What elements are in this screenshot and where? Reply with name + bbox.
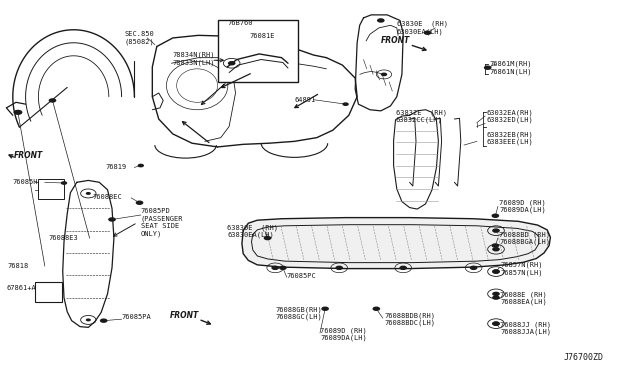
Text: 76861N(LH): 76861N(LH): [490, 68, 532, 75]
Circle shape: [492, 321, 500, 326]
Text: 76088BDB(RH): 76088BDB(RH): [384, 312, 435, 319]
Text: 63832ED(LH): 63832ED(LH): [486, 116, 533, 123]
Circle shape: [470, 266, 477, 270]
Text: 76088JJA(LH): 76088JJA(LH): [500, 328, 552, 335]
Text: 76088BGA(LH): 76088BGA(LH): [499, 238, 550, 245]
Text: SEC.850: SEC.850: [125, 31, 154, 37]
Circle shape: [271, 266, 279, 270]
Text: 76088BD (RH): 76088BD (RH): [499, 231, 550, 238]
Text: 63832CC(LH): 63832CC(LH): [396, 116, 442, 123]
Circle shape: [100, 318, 108, 323]
Circle shape: [279, 266, 287, 270]
Text: 76B760: 76B760: [227, 20, 253, 26]
Text: 63830EA(LH): 63830EA(LH): [227, 232, 274, 238]
Text: 76861M(RH): 76861M(RH): [490, 61, 532, 67]
Circle shape: [377, 18, 385, 23]
Circle shape: [49, 98, 56, 103]
Text: 78833N(LH): 78833N(LH): [173, 59, 215, 66]
Bar: [218, 20, 298, 82]
Bar: [35, 282, 62, 302]
Circle shape: [342, 102, 349, 106]
Text: 78834N(RH): 78834N(RH): [173, 52, 215, 58]
Circle shape: [108, 217, 116, 222]
Text: 76857N(LH): 76857N(LH): [500, 269, 543, 276]
Text: 76818: 76818: [8, 263, 29, 269]
Circle shape: [381, 73, 387, 76]
Text: 76088GC(LH): 76088GC(LH): [275, 314, 322, 320]
Text: 76088E (RH): 76088E (RH): [500, 291, 547, 298]
Circle shape: [321, 307, 329, 311]
Text: SEAT SIDE: SEAT SIDE: [141, 223, 179, 229]
Text: 76088JJ (RH): 76088JJ (RH): [500, 321, 552, 328]
Circle shape: [138, 164, 144, 167]
Circle shape: [484, 65, 492, 70]
Circle shape: [372, 307, 380, 311]
Circle shape: [492, 247, 500, 251]
Circle shape: [335, 266, 343, 270]
Text: 64891: 64891: [294, 97, 316, 103]
Text: 76088GB(RH): 76088GB(RH): [275, 306, 322, 313]
Text: 76081E: 76081E: [250, 33, 275, 39]
Text: 76089DA(LH): 76089DA(LH): [320, 334, 367, 341]
Text: 76085H: 76085H: [13, 179, 38, 185]
Circle shape: [492, 269, 500, 274]
Text: FRONT: FRONT: [14, 151, 44, 160]
Text: 63830E  (RH): 63830E (RH): [227, 224, 278, 231]
Text: 76085PA: 76085PA: [122, 314, 151, 320]
Text: 76819: 76819: [106, 164, 127, 170]
Text: 76088BDC(LH): 76088BDC(LH): [384, 320, 435, 326]
Text: 76857N(RH): 76857N(RH): [500, 262, 543, 268]
Text: 76089DA(LH): 76089DA(LH): [499, 207, 546, 214]
Circle shape: [492, 269, 500, 274]
Text: 76088E3: 76088E3: [48, 235, 77, 241]
Text: (85082): (85082): [125, 38, 154, 45]
Circle shape: [61, 181, 67, 185]
Circle shape: [86, 192, 91, 195]
Text: 76085PC: 76085PC: [287, 273, 316, 279]
Text: FRONT: FRONT: [170, 311, 199, 320]
Text: ONLY): ONLY): [141, 230, 162, 237]
Text: 76089D (RH): 76089D (RH): [320, 327, 367, 334]
Text: 6383EEE(LH): 6383EEE(LH): [486, 139, 533, 145]
Circle shape: [492, 295, 500, 300]
Text: J76700ZD: J76700ZD: [563, 353, 604, 362]
Text: 63832E  (RH): 63832E (RH): [396, 109, 447, 116]
Circle shape: [228, 61, 236, 65]
Circle shape: [492, 243, 499, 248]
Circle shape: [492, 321, 500, 326]
Circle shape: [13, 110, 22, 115]
Text: 63832EB(RH): 63832EB(RH): [486, 131, 533, 138]
Text: 63030EA(LH): 63030EA(LH): [397, 28, 444, 35]
Text: FRONT: FRONT: [381, 36, 410, 45]
Text: 76088EA(LH): 76088EA(LH): [500, 299, 547, 305]
Text: 63032EA(RH): 63032EA(RH): [486, 109, 533, 116]
Circle shape: [399, 266, 407, 270]
Circle shape: [492, 214, 499, 218]
Circle shape: [424, 31, 431, 35]
Text: 67861+A: 67861+A: [6, 285, 36, 291]
Circle shape: [492, 292, 500, 296]
Text: (PASSENGER: (PASSENGER: [141, 215, 183, 222]
Circle shape: [136, 201, 143, 205]
Text: 76085PD: 76085PD: [141, 208, 170, 214]
Polygon shape: [242, 218, 550, 269]
Text: 76088EC: 76088EC: [93, 194, 122, 200]
Circle shape: [264, 236, 271, 240]
Circle shape: [492, 228, 500, 233]
Bar: [38, 179, 64, 199]
Text: 63830E  (RH): 63830E (RH): [397, 21, 448, 28]
Circle shape: [86, 318, 91, 321]
Text: 76089D (RH): 76089D (RH): [499, 199, 546, 206]
